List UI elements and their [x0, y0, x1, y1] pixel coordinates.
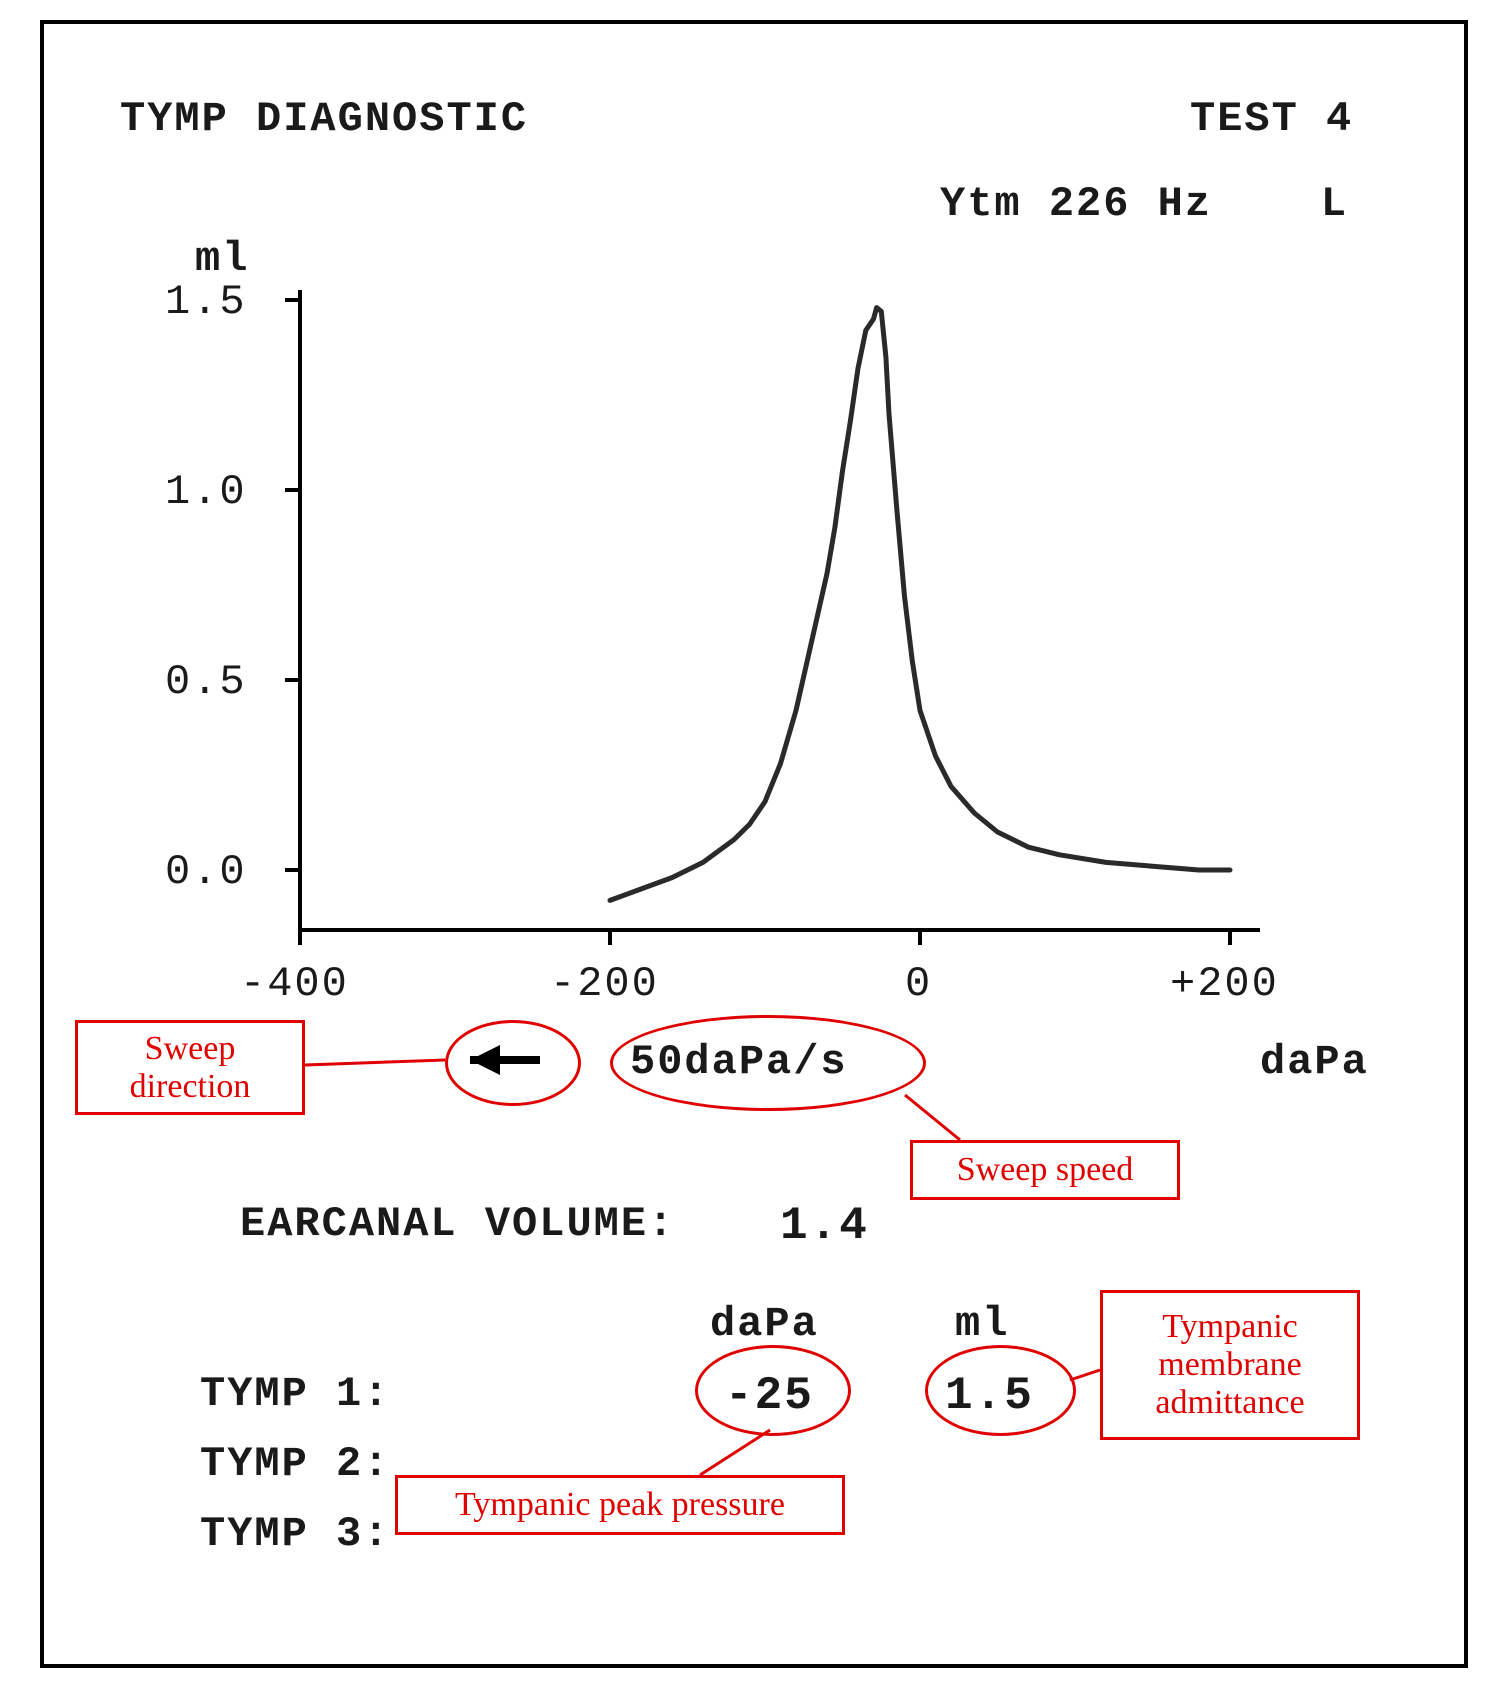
annotation-connectors — [0, 0, 1500, 1687]
page-root: TYMP DIAGNOSTIC TEST 4 Ytm 226 Hz L ml 1… — [0, 0, 1500, 1687]
